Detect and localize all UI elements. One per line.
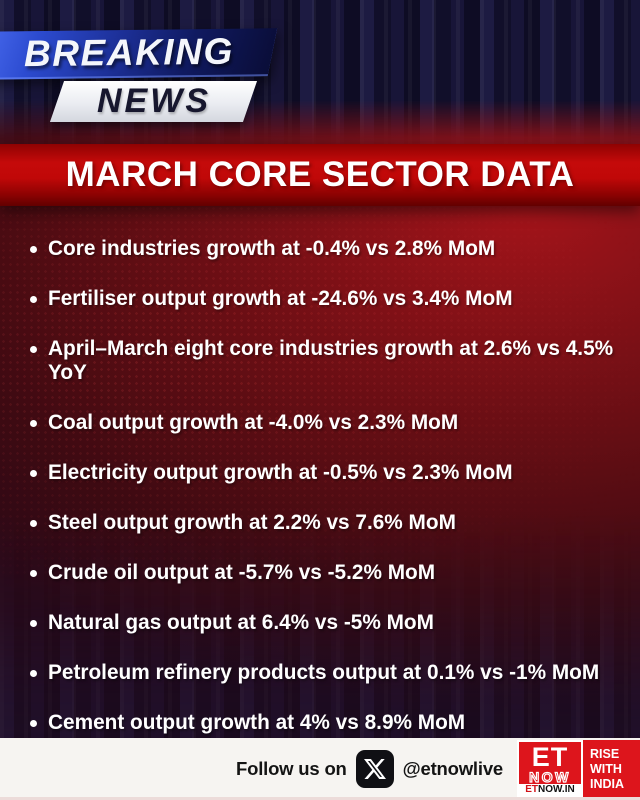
bullet-text: Natural gas output at 6.4% vs -5% MoM — [48, 611, 434, 634]
news-banner: NEWS — [49, 81, 258, 122]
bullet-text: Cement output growth at 4% vs 8.9% MoM — [48, 711, 466, 734]
etnow-logo-box: ET NOW ETNOW.IN — [517, 740, 583, 798]
list-item: Core industries growth at -0.4% vs 2.8% … — [30, 237, 640, 261]
list-item: Fertiliser output growth at -24.6% vs 3.… — [30, 287, 640, 311]
background-dot-texture — [0, 205, 640, 575]
bullet-text: Fertiliser output growth at -24.6% vs 3.… — [48, 287, 513, 310]
bullet-text: Core industries growth at -0.4% vs 2.8% … — [48, 237, 496, 260]
bullet-text: Steel output growth at 2.2% vs 7.6% MoM — [48, 511, 456, 534]
bullet-dot-icon — [30, 670, 37, 677]
breaking-label: BREAKING — [24, 30, 235, 75]
bullet-dot-icon — [30, 520, 37, 527]
list-item: Crude oil output at -5.7% vs -5.2% MoM — [30, 561, 640, 585]
tagline-line: INDIA — [590, 777, 625, 791]
bullet-dot-icon — [30, 296, 37, 303]
tagline-line: RISE — [590, 747, 620, 761]
breaking-banner: BREAKING — [0, 28, 278, 80]
logo-site-url: ETNOW.IN — [519, 784, 581, 796]
rise-with-india-tagline: RISE WITH INDIA — [583, 740, 640, 798]
bullet-text: Crude oil output at -5.7% vs -5.2% MoM — [48, 561, 436, 584]
tagline-line: WITH — [590, 762, 622, 776]
bullet-dot-icon — [30, 346, 37, 353]
list-item: Natural gas output at 6.4% vs -5% MoM — [30, 611, 640, 635]
bullet-text: Coal output growth at -4.0% vs 2.3% MoM — [48, 411, 459, 434]
list-item: Petroleum refinery products output at 0.… — [30, 661, 640, 685]
logo-now: NOW — [529, 769, 571, 785]
bullet-text: April–March eight core industries growth… — [48, 337, 614, 384]
follow-us-label: Follow us on — [236, 758, 347, 779]
x-handle: @etnowlive — [402, 758, 504, 779]
bullet-dot-icon — [30, 570, 37, 577]
logo-et: ET — [531, 742, 569, 772]
headline-banner: MARCH CORE SECTOR DATA — [0, 144, 640, 206]
bullet-dot-icon — [30, 470, 37, 477]
list-item: Coal output growth at -4.0% vs 2.3% MoM — [30, 411, 640, 435]
bullet-dot-icon — [30, 620, 37, 627]
background-red-gradient — [0, 100, 640, 745]
bullet-text: Petroleum refinery products output at 0.… — [48, 661, 600, 684]
list-item: April–March eight core industries growth… — [30, 337, 640, 385]
news-label: NEWS — [96, 82, 211, 120]
logo-site-et: ET — [525, 784, 539, 795]
logo-site-rest: NOW.IN — [538, 784, 575, 795]
bullet-dot-icon — [30, 246, 37, 253]
data-points-list: Core industries growth at -0.4% vs 2.8% … — [30, 237, 640, 761]
list-item: Cement output growth at 4% vs 8.9% MoM — [30, 711, 640, 735]
list-item: Electricity output growth at -0.5% vs 2.… — [30, 461, 640, 485]
list-item: Steel output growth at 2.2% vs 7.6% MoM — [30, 511, 640, 535]
footer-bar: Follow us on @etnowlive ET NOW ETNOW.IN … — [0, 738, 640, 800]
page-title: MARCH CORE SECTOR DATA — [65, 155, 575, 194]
x-twitter-icon — [355, 750, 394, 788]
bullet-dot-icon — [30, 720, 37, 727]
bullet-text: Electricity output growth at -0.5% vs 2.… — [48, 461, 513, 484]
bullet-dot-icon — [30, 420, 37, 427]
etnow-logo: ET NOW ETNOW.IN RISE WITH INDIA — [517, 740, 640, 798]
